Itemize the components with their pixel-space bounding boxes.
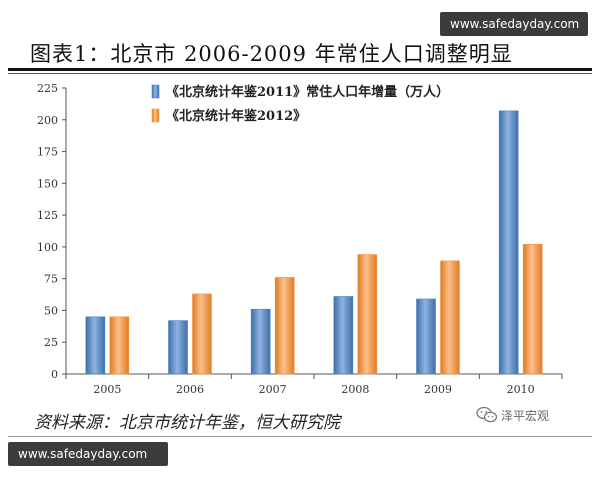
watermark-bottom: www.safedayday.com xyxy=(8,442,168,466)
bar-series-1 xyxy=(250,308,271,375)
y-tick-label: 200 xyxy=(37,114,58,127)
wechat-icon xyxy=(476,406,498,423)
y-tick-label: 150 xyxy=(37,177,58,190)
x-axis: 2005 2006 2007 2008 2009 2010 xyxy=(65,373,563,396)
legend-swatch-2 xyxy=(151,108,160,123)
legend-label-1: 《北京统计年鉴2011》常住人口年增量（万人） xyxy=(166,84,449,100)
x-tick-label: 2009 xyxy=(424,383,452,396)
watermark-top: www.safedayday.com xyxy=(440,12,588,36)
bar-series-2 xyxy=(192,293,212,375)
y-tick-label: 25 xyxy=(44,336,58,349)
x-tick-label: 2008 xyxy=(341,383,369,396)
bottom-rule xyxy=(8,436,592,437)
x-tick-label: 2007 xyxy=(259,383,287,396)
y-tick-label: 100 xyxy=(37,241,58,254)
legend-swatch-1 xyxy=(151,84,160,99)
source-note: 资料来源：北京市统计年鉴，恒大研究院 xyxy=(34,413,340,433)
title-underline xyxy=(8,68,592,71)
bar-series-2 xyxy=(357,254,378,375)
y-tick-label: 125 xyxy=(37,209,58,222)
bar-series-1 xyxy=(85,316,106,375)
y-tick-label: 50 xyxy=(44,304,58,317)
x-tick-label: 2010 xyxy=(507,383,535,396)
y-tick-label: 175 xyxy=(37,146,58,159)
bar-series-1 xyxy=(168,320,188,375)
y-tick-label: 75 xyxy=(44,273,58,286)
x-tick-label: 2006 xyxy=(176,383,204,396)
bar-series-1 xyxy=(498,110,519,375)
title-underline-thin xyxy=(8,73,592,74)
figure-title: 图表1：北京市 2006-2009 年常住人口调整明显 xyxy=(30,42,513,66)
bar-series-2 xyxy=(274,277,295,375)
y-axis: 0 25 50 75 100 125 150 175 200 225 xyxy=(37,82,67,381)
bar-series-1 xyxy=(416,298,436,375)
y-tick-label: 225 xyxy=(37,82,58,95)
y-tick-label: 0 xyxy=(51,368,58,381)
x-tick-label: 2005 xyxy=(93,383,121,396)
bars xyxy=(85,110,543,375)
bar-series-2 xyxy=(440,260,460,375)
brand-name: 泽平宏观 xyxy=(501,408,550,423)
bar-series-2 xyxy=(109,316,130,375)
brand-badge: 泽平宏观 xyxy=(476,406,549,424)
legend: 《北京统计年鉴2011》常住人口年增量（万人） 《北京统计年鉴2012》 xyxy=(151,84,449,124)
bar-series-1 xyxy=(333,296,354,375)
bar-series-2 xyxy=(522,244,543,375)
legend-label-2: 《北京统计年鉴2012》 xyxy=(166,108,306,124)
